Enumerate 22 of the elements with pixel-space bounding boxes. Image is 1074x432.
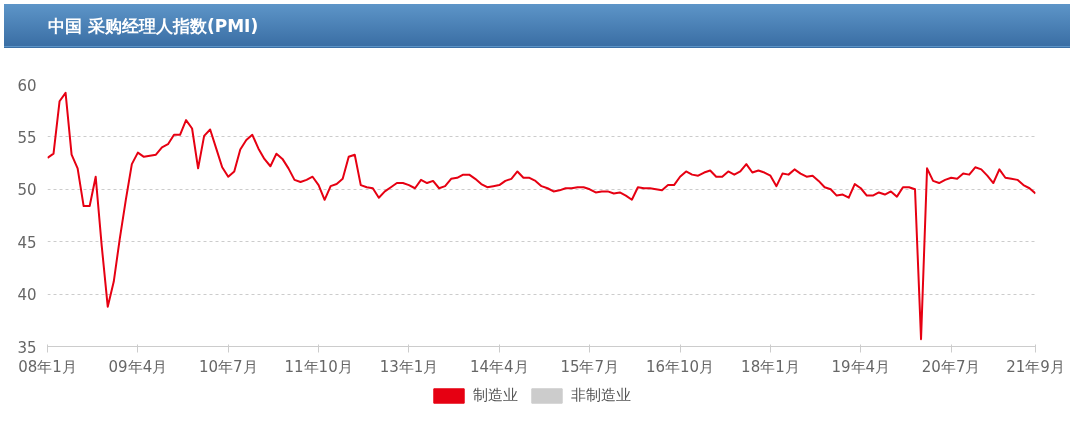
chart-title: 中国 采购经理人指数(PMI) bbox=[4, 4, 1070, 48]
x-tick-label: 15年7月 bbox=[560, 357, 620, 376]
x-tick-label: 14年4月 bbox=[470, 357, 529, 376]
y-tick-label: 40 bbox=[17, 286, 37, 305]
y-tick-label: 55 bbox=[17, 128, 37, 147]
x-tick-label: 08年1月 bbox=[18, 357, 77, 376]
y-tick-label: 50 bbox=[17, 181, 37, 200]
x-tick-label: 19年4月 bbox=[831, 357, 891, 376]
x-tick-label: 20年7月 bbox=[921, 357, 981, 376]
y-tick-label: 60 bbox=[17, 76, 37, 95]
x-tick-label: 16年10月 bbox=[645, 357, 715, 376]
x-tick-label: 21年9月 bbox=[1006, 357, 1065, 376]
x-tick-label: 18年1月 bbox=[741, 357, 800, 376]
x-tick-label: 13年1月 bbox=[379, 357, 439, 376]
line-series bbox=[47, 91, 1036, 341]
y-tick-label: 35 bbox=[17, 338, 37, 357]
legend-label: 非制造业 bbox=[570, 385, 631, 405]
legend-label: 制造业 bbox=[472, 385, 518, 405]
x-tick-label: 11年10月 bbox=[284, 357, 353, 376]
y-tick-label: 45 bbox=[17, 233, 37, 252]
x-tick-label: 10年7月 bbox=[198, 357, 258, 376]
x-tick-label: 09年4月 bbox=[108, 357, 168, 376]
